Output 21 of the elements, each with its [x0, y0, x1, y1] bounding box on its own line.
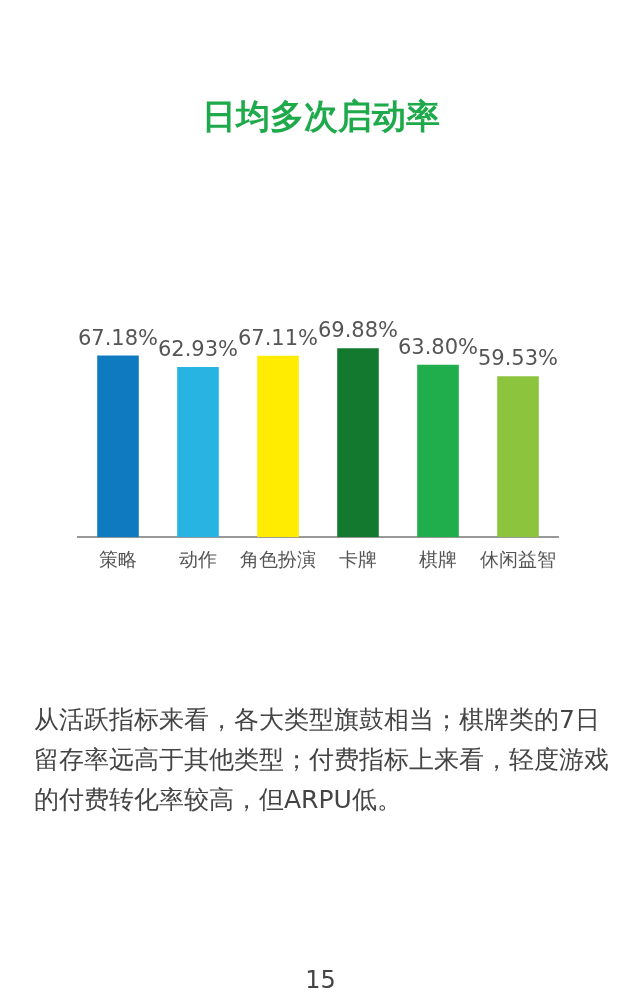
data-label: 62.93%	[157, 337, 239, 362]
bar	[177, 367, 219, 538]
data-label: 69.88%	[317, 318, 399, 343]
bar	[97, 355, 139, 538]
data-label: 63.80%	[397, 334, 479, 359]
text: 从活跃指标来看，各大类型旗鼓相当；棋牌类的7日留存率远高于其他类型；付费指标上来看，轻度游戏的付费转化率较高，但ARPU低。	[34, 704, 610, 816]
bar	[497, 376, 539, 538]
data-label: 67.18%	[77, 325, 159, 350]
bar	[417, 364, 459, 538]
bar	[257, 355, 299, 538]
x-tick-label: 棋牌	[419, 547, 457, 570]
data-label: 59.53%	[477, 346, 559, 371]
chart-title: 日均多次启动率	[200, 95, 441, 138]
text: 15	[304, 966, 337, 994]
x-tick-label: 休闲益智	[480, 547, 556, 570]
x-tick-label: 动作	[179, 547, 217, 570]
x-tick-label: 角色扮演	[240, 547, 316, 570]
bar	[337, 348, 379, 538]
x-tick-label: 策略	[99, 547, 137, 570]
data-label: 67.11%	[237, 325, 319, 350]
x-tick-label: 卡牌	[339, 547, 377, 570]
